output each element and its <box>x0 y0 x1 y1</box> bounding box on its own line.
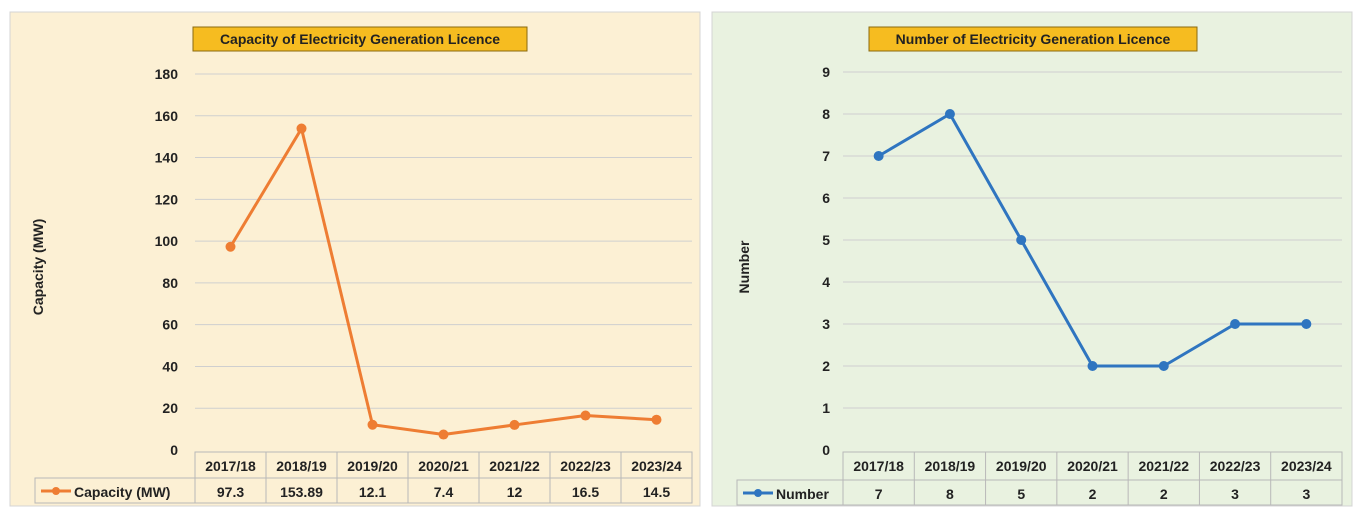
number-x-tick-label: 2017/18 <box>853 458 904 474</box>
capacity-y-tick-label: 100 <box>155 233 179 249</box>
number-x-tick-label: 2020/21 <box>1067 458 1118 474</box>
number-x-tick-label: 2023/24 <box>1281 458 1332 474</box>
capacity-x-tick-label: 2021/22 <box>489 458 540 474</box>
capacity-data-point <box>438 429 449 440</box>
capacity-x-tick-label: 2017/18 <box>205 458 256 474</box>
number-y-tick-label: 5 <box>822 232 830 248</box>
number-table-value: 3 <box>1231 486 1239 502</box>
capacity-data-point <box>367 419 378 430</box>
number-y-tick-label: 6 <box>822 190 830 206</box>
number-y-tick-label: 9 <box>822 64 830 80</box>
number-y-tick-label: 1 <box>822 400 830 416</box>
number-table-value: 3 <box>1302 486 1310 502</box>
number-table-value: 2 <box>1160 486 1168 502</box>
number-y-tick-label: 2 <box>822 358 830 374</box>
capacity-panel <box>9 11 701 507</box>
capacity-x-tick-label: 2020/21 <box>418 458 469 474</box>
number-x-tick-label: 2018/19 <box>925 458 976 474</box>
capacity-legend-label: Capacity (MW) <box>74 484 170 500</box>
capacity-chart: Capacity of Electricity Generation Licen… <box>9 11 701 507</box>
number-y-tick-label: 3 <box>822 316 830 332</box>
capacity-table-value: 97.3 <box>217 484 244 500</box>
number-data-point <box>1158 361 1169 371</box>
capacity-y-tick-label: 40 <box>162 358 178 374</box>
capacity-legend-marker <box>52 487 60 495</box>
number-data-point <box>1301 319 1312 329</box>
capacity-x-tick-label: 2023/24 <box>631 458 682 474</box>
number-table-value: 8 <box>946 486 954 502</box>
number-y-tick-label: 4 <box>822 274 830 290</box>
number-data-point <box>873 151 884 161</box>
number-data-point <box>1016 235 1027 245</box>
capacity-table-value: 12.1 <box>359 484 386 500</box>
capacity-data-point <box>651 414 662 425</box>
capacity-table-value: 7.4 <box>434 484 454 500</box>
capacity-data-point <box>580 410 591 421</box>
capacity-y-tick-label: 20 <box>162 400 178 416</box>
number-y-tick-label: 7 <box>822 148 830 164</box>
number-y-tick-label: 0 <box>822 442 830 458</box>
capacity-table-value: 12 <box>507 484 523 500</box>
number-title-box <box>868 26 1198 52</box>
number-y-tick-label: 8 <box>822 106 830 122</box>
number-legend-marker <box>754 489 762 497</box>
capacity-y-tick-label: 80 <box>162 275 178 291</box>
number-table-value: 7 <box>875 486 883 502</box>
capacity-table-value: 16.5 <box>572 484 599 500</box>
number-table-value-row <box>736 479 1343 506</box>
capacity-y-axis-label: Capacity (MW) <box>30 219 46 315</box>
capacity-title-box <box>192 26 528 52</box>
number-x-tick-label: 2019/20 <box>996 458 1047 474</box>
capacity-y-tick-label: 60 <box>162 317 178 333</box>
number-x-tick-label: 2022/23 <box>1210 458 1261 474</box>
number-legend-label: Number <box>776 486 829 502</box>
number-table-value: 5 <box>1017 486 1025 502</box>
capacity-data-point <box>296 123 307 134</box>
capacity-y-tick-label: 140 <box>155 150 179 166</box>
number-data-point <box>944 109 955 119</box>
capacity-data-point <box>509 419 520 430</box>
capacity-table-value: 14.5 <box>643 484 670 500</box>
number-data-point <box>1087 361 1098 371</box>
capacity-table-value-row <box>34 477 693 504</box>
number-data-point <box>1230 319 1241 329</box>
number-chart: Number of Electricity Generation Licence… <box>711 11 1353 507</box>
capacity-y-tick-label: 160 <box>155 108 179 124</box>
capacity-table-value: 153.89 <box>280 484 323 500</box>
number-table-value: 2 <box>1089 486 1097 502</box>
capacity-y-tick-label: 120 <box>155 191 179 207</box>
capacity-title: Capacity of Electricity Generation Licen… <box>220 31 500 47</box>
number-x-tick-label: 2021/22 <box>1138 458 1189 474</box>
capacity-y-tick-label: 180 <box>155 66 179 82</box>
capacity-x-tick-label: 2022/23 <box>560 458 611 474</box>
number-title: Number of Electricity Generation Licence <box>896 31 1171 47</box>
capacity-y-tick-label: 0 <box>170 442 178 458</box>
number-y-axis-label: Number <box>736 240 752 293</box>
capacity-x-tick-label: 2019/20 <box>347 458 398 474</box>
capacity-x-tick-label: 2018/19 <box>276 458 327 474</box>
capacity-data-point <box>225 241 236 252</box>
